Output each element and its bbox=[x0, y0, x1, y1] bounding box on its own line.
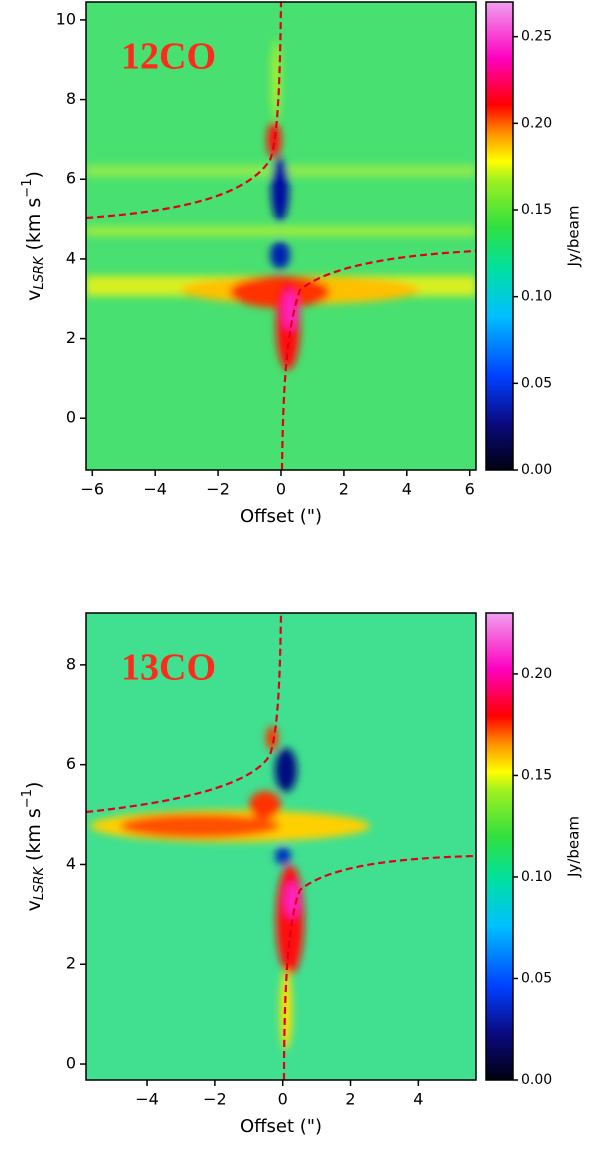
y-label-part: (km s bbox=[23, 198, 45, 257]
panel-annotation: 12CO bbox=[121, 36, 216, 78]
x-tick-label: 0 bbox=[278, 1090, 288, 1109]
x-tick-label: 2 bbox=[345, 1090, 355, 1109]
y-label-sub: LSRK bbox=[32, 255, 47, 290]
x-tick-label: 4 bbox=[413, 1090, 423, 1109]
y-axis-label: vLSRK (km s−1) bbox=[20, 171, 47, 301]
x-tick-label: −2 bbox=[206, 480, 230, 499]
y-tick-label: 0 bbox=[66, 1054, 76, 1073]
colorbar-gradient bbox=[485, 1, 514, 471]
colorbar-tick-label: 0.10 bbox=[521, 289, 552, 305]
x-tick-label: −2 bbox=[203, 1090, 227, 1109]
panel: −4 −2 0 2 4 0 2 4 6 8 Offset (") vLSRK (km s−1) 13CO bbox=[20, 612, 477, 1137]
panel-annotation: 13CO bbox=[121, 647, 216, 689]
y-label-sup: −1 bbox=[20, 179, 35, 198]
colorbar-tick-label: 0.20 bbox=[521, 666, 552, 682]
y-label-part: v bbox=[23, 900, 45, 911]
plot-frame bbox=[85, 612, 477, 1081]
y-tick-label: 0 bbox=[66, 408, 76, 427]
colorbar-gradient bbox=[485, 612, 514, 1081]
y-tick-label: 2 bbox=[66, 954, 76, 973]
y-tick-label: 6 bbox=[66, 169, 76, 188]
colorbar-tick-label: 0.15 bbox=[521, 202, 552, 218]
y-tick-label: 6 bbox=[66, 754, 76, 773]
colorbar-tick-label: 0.10 bbox=[521, 869, 552, 885]
colorbar-tick-label: 0.20 bbox=[521, 115, 552, 131]
x-axis-label: Offset (") bbox=[240, 506, 322, 527]
y-tick-label: 4 bbox=[66, 854, 76, 873]
y-axis-label: vLSRK (km s−1) bbox=[20, 782, 47, 912]
y-label-part: (km s bbox=[23, 808, 45, 867]
y-label-part: v bbox=[23, 290, 45, 301]
x-tick-label: −4 bbox=[143, 480, 167, 499]
colorbar-tick-label: 0.05 bbox=[521, 970, 552, 986]
y-tick-label: 8 bbox=[66, 654, 76, 673]
y-tick-label: 10 bbox=[56, 9, 76, 28]
colorbar-tick-label: 0.00 bbox=[521, 462, 552, 478]
colorbar: 0.00 0.05 0.10 0.15 0.20 0.25 Jy/beam bbox=[485, 1, 583, 478]
colorbar-tick-label: 0.15 bbox=[521, 767, 552, 783]
panel: −6 −4 −2 0 2 4 6 0 2 4 6 8 10 Offset (") vLSRK (km s−1… bbox=[20, 1, 477, 527]
x-tick-label: 0 bbox=[276, 480, 286, 499]
x-tick-label: −6 bbox=[80, 480, 104, 499]
y-label-part: ) bbox=[23, 171, 45, 178]
y-tick-label: 8 bbox=[66, 89, 76, 108]
heatmap-image bbox=[86, 2, 476, 470]
y-tick-label: 2 bbox=[66, 328, 76, 347]
x-axis-label: Offset (") bbox=[240, 1116, 322, 1137]
y-label-sub: LSRK bbox=[32, 866, 47, 901]
colorbar-tick-label: 0.05 bbox=[521, 375, 552, 391]
y-tick-label: 4 bbox=[66, 248, 76, 267]
y-label-part: ) bbox=[23, 782, 45, 789]
colorbar-label: Jy/beam bbox=[565, 816, 583, 878]
y-label-sup: −1 bbox=[20, 789, 35, 808]
heatmap-image bbox=[86, 613, 476, 1080]
colorbar-tick-label: 0.00 bbox=[521, 1072, 552, 1088]
x-tick-label: −4 bbox=[135, 1090, 159, 1109]
colorbar-tick-label: 0.25 bbox=[521, 29, 552, 45]
colorbar-label: Jy/beam bbox=[565, 206, 583, 268]
x-tick-label: 6 bbox=[465, 480, 475, 499]
colorbar: 0.00 0.05 0.10 0.15 0.20 Jy/beam bbox=[485, 612, 583, 1088]
x-tick-label: 4 bbox=[402, 480, 412, 499]
x-tick-label: 2 bbox=[339, 480, 349, 499]
